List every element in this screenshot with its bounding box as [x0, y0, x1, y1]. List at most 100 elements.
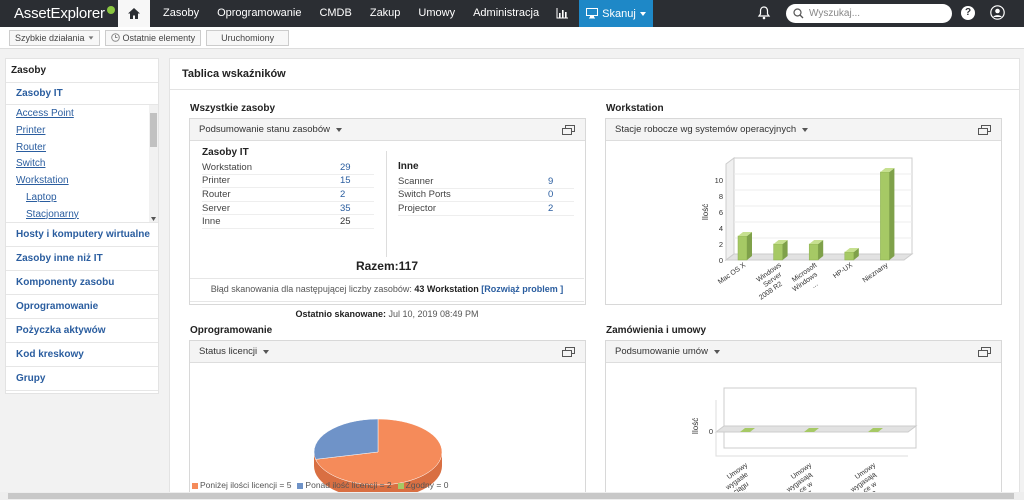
- section-all-assets-title: Wszystkie zasoby: [190, 103, 276, 114]
- bar[interactable]: [773, 240, 788, 261]
- sidebar-item-virtual-hosts[interactable]: Hosty i komputery wirtualne: [6, 223, 158, 247]
- workstation-os-panel-header[interactable]: Stacje robocze wg systemów operacyjnych: [606, 119, 1001, 141]
- other-asset-value[interactable]: 2: [548, 202, 554, 214]
- sidebar-item-barcode[interactable]: Kod kreskowy: [6, 343, 158, 367]
- sidebar-item-it-assets[interactable]: Zasoby IT: [6, 83, 158, 105]
- nav-assets[interactable]: Zasoby: [163, 7, 200, 19]
- app-title: AssetExplorer: [14, 5, 105, 22]
- legend-item[interactable]: Ponad ilość licencji = 2: [297, 480, 392, 490]
- bar[interactable]: [808, 240, 824, 261]
- home-button[interactable]: [118, 0, 150, 27]
- sidebar-item-access-point[interactable]: Access Point: [16, 108, 74, 119]
- y-axis-label: Ilość: [691, 418, 700, 434]
- nav-admin[interactable]: Administracja: [473, 7, 540, 19]
- scrollbar-thumb[interactable]: [8, 493, 1014, 499]
- it-asset-value[interactable]: 29: [340, 161, 351, 173]
- contracts-summary-panel-header[interactable]: Podsumowanie umów: [606, 341, 1001, 363]
- bar[interactable]: [804, 428, 819, 432]
- chevron-down-icon: [88, 35, 93, 40]
- app-logo[interactable]: AssetExplorer: [0, 0, 118, 27]
- monitor-icon: [586, 8, 599, 19]
- y-tick-label: 10: [715, 176, 723, 185]
- pie-slice[interactable]: [315, 418, 443, 486]
- sidebar-scrollbar[interactable]: [149, 105, 158, 222]
- it-asset-value[interactable]: 15: [340, 175, 351, 187]
- legend-label: Zgodny = 0: [405, 480, 449, 490]
- sidebar-item-asset-components[interactable]: Komponenty zasobu: [6, 271, 158, 295]
- sidebar-item-printer[interactable]: Printer: [16, 124, 46, 136]
- bar[interactable]: [740, 428, 755, 432]
- running-button[interactable]: Uruchomiony: [206, 29, 290, 46]
- it-asset-value: 25: [340, 216, 351, 228]
- quick-actions-dropdown[interactable]: Szybkie działania: [9, 29, 100, 46]
- restore-window-icon[interactable]: [978, 125, 991, 135]
- scan-button[interactable]: Skanuj: [579, 0, 653, 27]
- y-tick-label: 6: [719, 208, 723, 217]
- bar[interactable]: [737, 232, 752, 261]
- pie-slice[interactable]: [313, 418, 379, 460]
- bar[interactable]: [880, 168, 895, 261]
- it-asset-value[interactable]: 35: [340, 202, 351, 214]
- search-input[interactable]: Wyszukaj...: [786, 4, 952, 23]
- sidebar-item-software[interactable]: Oprogramowanie: [6, 295, 158, 319]
- help-icon[interactable]: ?: [961, 6, 975, 20]
- license-status-panel-title: Status licencji: [199, 346, 258, 357]
- scroll-down-icon[interactable]: [151, 217, 156, 221]
- restore-window-icon[interactable]: [562, 347, 575, 357]
- it-asset-label: Inne: [202, 216, 221, 228]
- license-status-panel-header[interactable]: Status licencji: [190, 341, 585, 363]
- y-tick-label: 8: [719, 192, 723, 201]
- summary-divider-h: [190, 301, 584, 302]
- notifications-bell-icon[interactable]: [756, 5, 772, 21]
- chevron-down-icon[interactable]: [802, 127, 809, 132]
- scan-error-count: 43 Workstation: [414, 284, 479, 294]
- it-asset-row: Router 2: [202, 188, 374, 202]
- legend-item[interactable]: Poniżej ilości licencji = 5: [192, 480, 291, 490]
- nav-contracts[interactable]: Umowy: [418, 7, 456, 19]
- sidebar-header: Zasoby: [6, 59, 158, 83]
- user-avatar-icon[interactable]: [990, 5, 1005, 20]
- chevron-down-icon[interactable]: [335, 127, 342, 132]
- bar[interactable]: [868, 428, 883, 432]
- sidebar-item-non-it-assets[interactable]: Zasoby inne niż IT: [6, 247, 158, 271]
- restore-window-icon[interactable]: [562, 125, 575, 135]
- chevron-down-icon[interactable]: [263, 349, 270, 354]
- restore-window-icon[interactable]: [978, 347, 991, 357]
- other-assets-summary: Inne Scanner 9 Switch Ports 0 Projector 2: [398, 161, 574, 216]
- sidebar-item-groups[interactable]: Grupy: [6, 367, 158, 391]
- asset-summary-panel-title: Podsumowanie stanu zasobów: [199, 124, 330, 135]
- section-software-title: Oprogramowanie: [190, 325, 273, 336]
- reports-button[interactable]: [548, 0, 576, 27]
- resolve-problem-link[interactable]: [Rozwiąż problem ]: [481, 284, 564, 294]
- page-horizontal-scrollbar[interactable]: [0, 492, 1024, 500]
- sidebar-item-desktop[interactable]: Stacjonarny: [26, 208, 79, 220]
- scrollbar-thumb[interactable]: [150, 113, 157, 147]
- search-icon: [793, 8, 804, 19]
- sidebar-item-switch[interactable]: Switch: [16, 158, 46, 170]
- nav-cmdb[interactable]: CMDB: [319, 7, 352, 19]
- x-tick-label: Nieznany: [862, 262, 890, 285]
- scan-error-message: Błąd skanowania dla następującej liczby …: [190, 284, 584, 294]
- assets-total: Razem:117: [355, 259, 419, 273]
- contracts-summary-panel: Podsumowanie umów 0 Ilość Umowywygasłew ci…: [605, 340, 1002, 500]
- logo-dot: [106, 5, 115, 14]
- recent-items-button[interactable]: Ostatnie elementy: [104, 29, 202, 46]
- other-asset-label: Scanner: [398, 175, 434, 187]
- sidebar-item-workstation[interactable]: Workstation: [16, 175, 69, 187]
- asset-summary-panel-header[interactable]: Podsumowanie stanu zasobów: [190, 119, 585, 141]
- chevron-down-icon[interactable]: [713, 349, 720, 354]
- legend-item[interactable]: Zgodny = 0: [397, 480, 449, 490]
- contracts-summary-panel-title: Podsumowanie umów: [615, 346, 708, 357]
- bar[interactable]: [844, 248, 859, 261]
- sidebar-item-asset-loan[interactable]: Pożyczka aktywów: [6, 319, 158, 343]
- it-asset-value[interactable]: 2: [340, 188, 346, 200]
- x-tick-label: HP-UX: [832, 262, 854, 280]
- sidebar-item-laptop[interactable]: Laptop: [26, 191, 57, 203]
- nav-purchase[interactable]: Zakup: [369, 7, 401, 19]
- sidebar-item-router[interactable]: Router: [16, 141, 47, 153]
- other-asset-value[interactable]: 0: [548, 189, 554, 201]
- other-asset-value[interactable]: 9: [548, 175, 554, 187]
- other-asset-label: Switch Ports: [398, 189, 451, 201]
- nav-software[interactable]: Oprogramowanie: [217, 7, 302, 19]
